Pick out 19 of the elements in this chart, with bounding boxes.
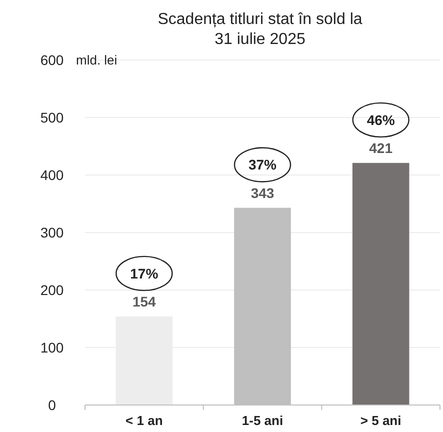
bar [352, 162, 410, 405]
y-tick-label: 500 [40, 109, 64, 126]
chart-title: Scadența titluri stat în sold la 31 iulie 2025 [158, 11, 362, 48]
x-tick-label: 1-5 ani [242, 413, 284, 428]
data-label: 421 [369, 140, 393, 156]
y-axis-title: mld. lei [76, 52, 118, 68]
y-tick-label: 300 [40, 224, 64, 240]
x-tick-label: < 1 an [126, 413, 163, 428]
annotation: 37% [248, 156, 278, 173]
annotation: 46% [366, 112, 396, 128]
y-tick-label: 0 [48, 396, 56, 413]
y-tick-label: 600 [40, 52, 64, 68]
y-tick-label: 100 [40, 339, 64, 356]
data-label: 154 [132, 293, 156, 310]
data-label: 343 [250, 184, 274, 201]
y-tick-label: 400 [40, 166, 64, 183]
x-tick-label: > 5 ani [360, 413, 402, 428]
y-tick-label: 200 [40, 282, 64, 298]
annotation: 17% [130, 265, 159, 282]
